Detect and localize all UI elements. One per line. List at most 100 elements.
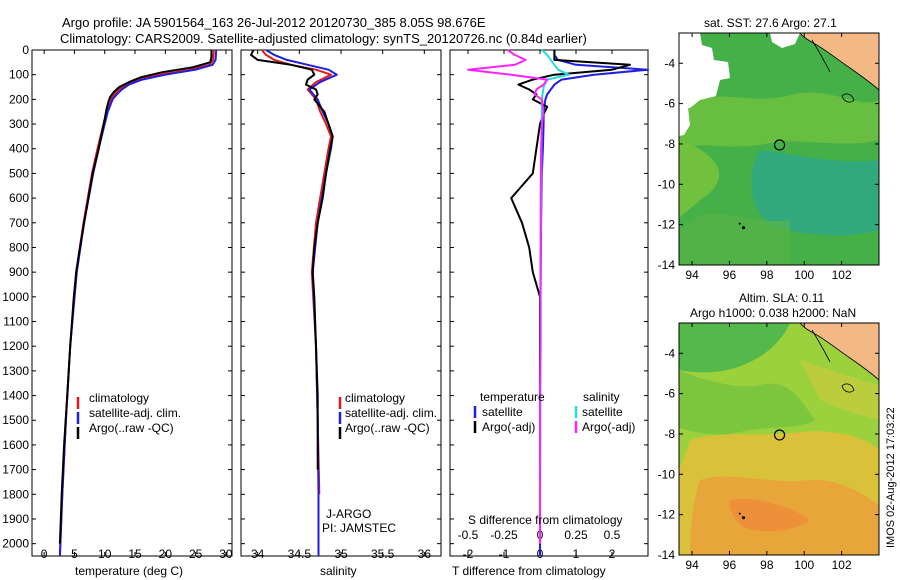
sst-missing-data-north [770,33,800,48]
salinity-axes-frame [240,49,442,557]
float-track-point [741,226,746,230]
sst-lat-axis: -4 -6 -8 -10 -12 -14 [658,56,879,272]
float-track-point [738,512,741,515]
depth-tick-label: 1800 [2,487,29,501]
s-tick-label: 0.5 [604,528,621,542]
sst-missing-data-edge [679,108,690,136]
s-tick-label: -0.25 [490,528,518,542]
legend-title-salinity: salinity [583,390,620,404]
x-tick-label: 35 [334,547,348,561]
s-tick-label: 0.25 [564,528,588,542]
salinity-x-axis: 34 34.5 35 35.5 36 [251,50,431,561]
sla-argo-float-marker [773,429,786,441]
legend-title-temperature: temperature [480,390,545,404]
difference-depth-ticks [450,49,648,545]
s-tick-label: -0.5 [458,528,479,542]
sst-south-patch [679,213,790,265]
salinity-difference-axis: -0.5 -0.25 0 0.25 0.5 [458,528,621,542]
legend-label-t-argo: Argo(-adj) [482,420,535,434]
depth-tick-label: 300 [9,117,29,131]
sst-island-enggano [841,93,855,103]
float-track-point [741,516,746,520]
t-difference-label: T difference from climatology [452,564,606,578]
sla-map-subtitle: Argo h1000: 0.038 h2000: NaN [690,306,856,320]
legend-label-s-satellite: satellite [582,405,623,419]
sla-field [679,323,879,555]
x-tick-label: 34.5 [288,547,312,561]
lon-tick-label: 102 [832,558,852,572]
lon-tick-label: 98 [760,558,774,572]
depth-tick-label: 800 [9,240,29,254]
sla-map-title: Altim. SLA: 0.11 [739,291,824,305]
x-tick-label: 30 [219,547,233,561]
lat-tick-label: -10 [658,467,676,481]
imos-credit: IMOS 02-Aug-2012 17:03:22 [885,407,897,548]
series-line-argo-raw-qc- [250,49,334,470]
sst-float-track [738,222,746,230]
x-tick-label: 35.5 [371,547,395,561]
salinity-x-label: salinity [320,564,357,578]
salinity-panel: 34 34.5 35 35.5 36 salinity climatology sate… [240,49,442,578]
sst-map-title: sat. SST: 27.6 Argo: 27.1 [704,16,837,30]
sst-map-frame [678,32,880,266]
sla-coastline-contour [811,329,831,363]
x-tick-label: 20 [159,547,173,561]
x-tick-label: 5 [71,547,78,561]
lon-tick-label: 94 [685,268,699,282]
x-tick-label: 34 [251,547,265,561]
legend-label-satellite: satellite-adj. clim. [345,406,437,420]
sst-land-sumatra [799,33,879,91]
depth-tick-label: 1200 [2,339,29,353]
lat-tick-label: -12 [658,508,676,522]
temperature-series [58,49,218,557]
difference-axes-frame [449,49,649,557]
x-tick-label: 1 [573,547,580,561]
temperature-legend: climatology satellite-adj. clim. Argo(..… [76,391,181,439]
legend-label-s-argo: Argo(-adj) [582,420,635,434]
x-tick-label: -2 [463,547,474,561]
annotation-program: J-ARGO [326,507,371,521]
salinity-legend: climatology satellite-adj. clim. Argo(..… [338,391,437,439]
depth-tick-label: 1500 [2,413,29,427]
depth-tick-label: 1000 [2,290,29,304]
figure-title-line2: Climatology: CARS2009. Satellite-adjuste… [60,31,587,46]
x-tick-label: -1 [499,547,510,561]
temperature-x-axis: 0 5 10 15 20 25 30 [41,50,233,561]
x-tick-label: 2 [609,547,616,561]
lat-tick-label: -8 [664,427,675,441]
lon-tick-label: 94 [685,558,699,572]
lon-tick-label: 98 [760,268,774,282]
legend-label-climatology: climatology [345,391,405,405]
legend-label-t-satellite: satellite [482,405,523,419]
difference-series [467,49,649,556]
sla-mid-west [679,370,815,435]
series-line-s-argo-adj- [467,49,549,544]
temperature-x-label: temperature (deg C) [75,564,183,578]
sla-peak-south [729,498,810,532]
depth-tick-label: 700 [9,216,29,230]
sst-map-panel: sat. SST: 27.6 Argo: 27.1 94 96 98 100 102 -… [658,16,880,282]
depth-tick-label: 2000 [2,537,29,551]
difference-legend: temperature satellite Argo(-adj) salinit… [473,390,635,434]
depth-tick-label: 400 [9,142,29,156]
lat-tick-label: -12 [658,218,676,232]
depth-tick-label: 900 [9,265,29,279]
depth-tick-label: 200 [9,92,29,106]
salinity-depth-ticks [241,49,441,545]
series-line-argo-raw-qc- [58,50,213,544]
depth-tick-label: 1600 [2,438,29,452]
lon-tick-label: 96 [723,558,737,572]
lat-tick-label: -14 [658,258,676,272]
sst-field [679,33,879,265]
sla-land-sumatra [799,323,879,381]
lat-tick-label: -4 [664,346,675,360]
sst-missing-data-west [679,33,730,110]
annotation-pi: PI: JAMSTEC [322,521,396,535]
x-tick-label: 25 [189,547,203,561]
lat-tick-label: -8 [664,137,675,151]
sst-warm-patch-west [679,140,720,220]
lon-tick-label: 102 [832,268,852,282]
depth-tick-label: 1100 [3,315,29,329]
depth-tick-label: 1300 [2,364,29,378]
